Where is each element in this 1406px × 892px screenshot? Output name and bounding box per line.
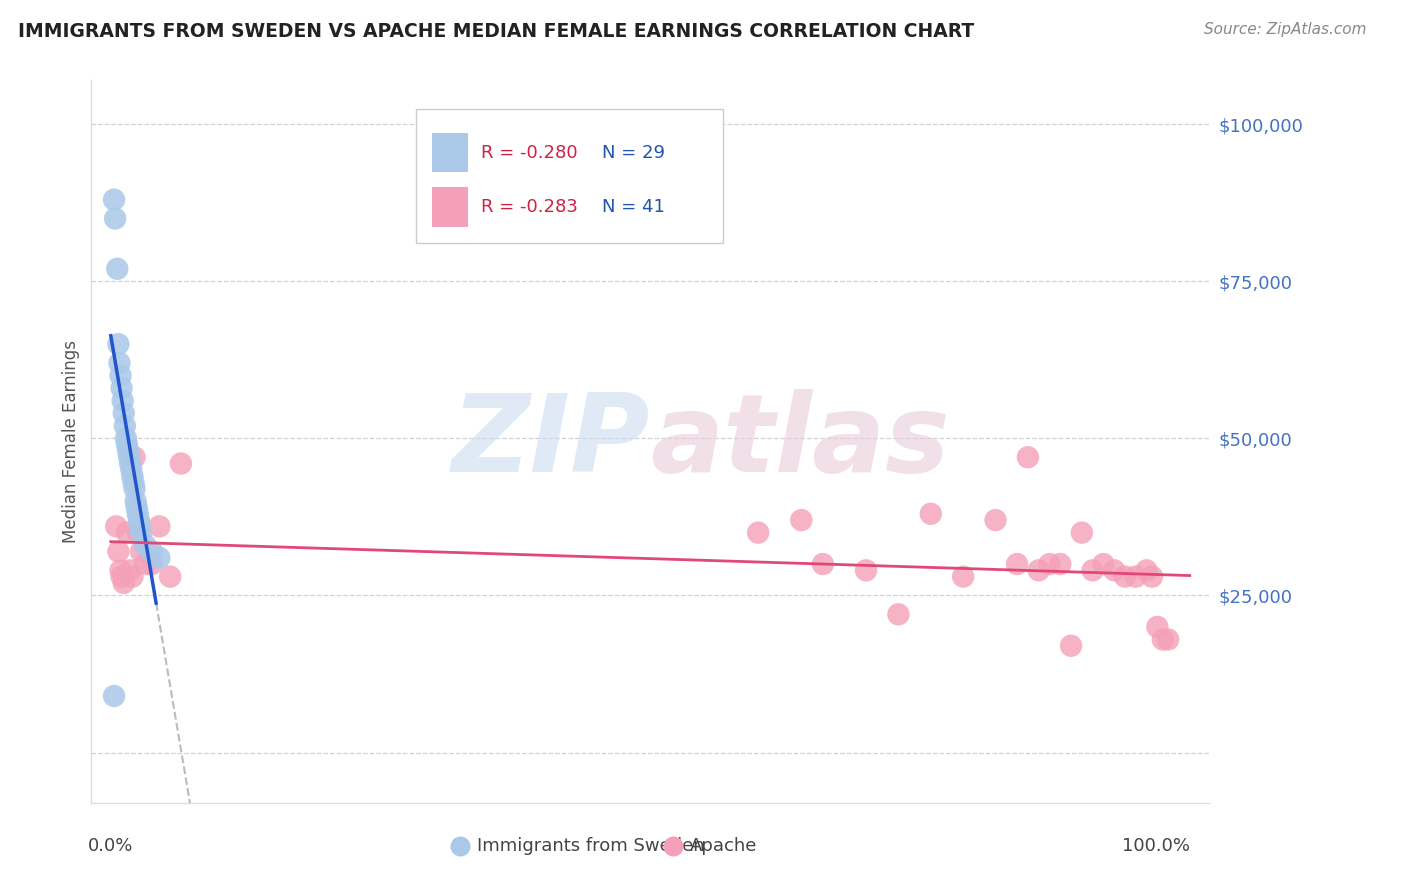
Point xyxy=(121,569,143,583)
Point xyxy=(115,438,138,452)
Point xyxy=(110,381,132,395)
Point xyxy=(1005,557,1028,571)
Point xyxy=(105,261,128,276)
Point xyxy=(920,507,942,521)
Text: Apache: Apache xyxy=(689,838,756,855)
FancyBboxPatch shape xyxy=(432,133,468,172)
Point xyxy=(103,193,125,207)
Point xyxy=(124,494,146,508)
Point xyxy=(134,538,156,552)
Point xyxy=(110,569,132,583)
Text: ZIP: ZIP xyxy=(451,389,650,494)
Point xyxy=(120,563,142,577)
Point xyxy=(134,557,156,571)
Point xyxy=(129,519,152,533)
Point xyxy=(118,450,141,465)
Point xyxy=(112,406,135,420)
Point xyxy=(159,569,181,583)
Point xyxy=(111,393,134,408)
Point xyxy=(120,463,142,477)
Point xyxy=(1114,569,1136,583)
Point xyxy=(1157,632,1180,647)
Point xyxy=(127,525,149,540)
Point xyxy=(124,450,146,465)
Point xyxy=(108,356,131,370)
FancyBboxPatch shape xyxy=(432,186,468,227)
Point xyxy=(127,507,149,521)
Point xyxy=(120,457,142,471)
Point xyxy=(456,746,478,760)
Point xyxy=(1070,525,1092,540)
Text: 0.0%: 0.0% xyxy=(89,838,134,855)
Point xyxy=(1049,557,1071,571)
Point xyxy=(1092,557,1115,571)
Point xyxy=(661,746,683,760)
Text: Source: ZipAtlas.com: Source: ZipAtlas.com xyxy=(1204,22,1367,37)
Point xyxy=(1135,563,1157,577)
Text: Immigrants from Sweden: Immigrants from Sweden xyxy=(477,838,704,855)
Point xyxy=(1081,563,1104,577)
Text: 100.0%: 100.0% xyxy=(1122,838,1189,855)
Point xyxy=(110,368,132,383)
Point xyxy=(747,525,769,540)
Point xyxy=(115,431,138,445)
Point xyxy=(952,569,974,583)
Point xyxy=(115,525,138,540)
Point xyxy=(148,519,170,533)
Point xyxy=(128,513,150,527)
Point xyxy=(122,475,145,490)
Point xyxy=(1140,569,1163,583)
Point xyxy=(148,550,170,565)
Point xyxy=(112,575,135,590)
Point xyxy=(117,444,139,458)
Point xyxy=(811,557,834,571)
Text: atlas: atlas xyxy=(650,389,950,494)
Point xyxy=(141,544,163,558)
Point xyxy=(790,513,813,527)
Point xyxy=(129,525,152,540)
Text: IMMIGRANTS FROM SWEDEN VS APACHE MEDIAN FEMALE EARNINGS CORRELATION CHART: IMMIGRANTS FROM SWEDEN VS APACHE MEDIAN … xyxy=(18,22,974,41)
Point xyxy=(107,544,129,558)
Text: R = -0.283: R = -0.283 xyxy=(481,198,578,216)
Point xyxy=(114,418,136,433)
Point xyxy=(1038,557,1060,571)
Point xyxy=(107,337,129,351)
Point xyxy=(855,563,877,577)
Point xyxy=(1146,620,1168,634)
Point xyxy=(124,482,146,496)
Point xyxy=(103,689,125,703)
Point xyxy=(129,544,152,558)
Point xyxy=(110,563,132,577)
Point xyxy=(887,607,910,622)
Point xyxy=(125,500,148,515)
Point xyxy=(1028,563,1050,577)
Point xyxy=(1060,639,1083,653)
FancyBboxPatch shape xyxy=(416,109,723,243)
Text: N = 41: N = 41 xyxy=(602,198,665,216)
Point xyxy=(1017,450,1039,465)
Point xyxy=(1102,563,1125,577)
Point xyxy=(104,211,127,226)
Point xyxy=(1125,569,1147,583)
Point xyxy=(170,457,193,471)
Y-axis label: Median Female Earnings: Median Female Earnings xyxy=(62,340,80,543)
Text: N = 29: N = 29 xyxy=(602,144,665,161)
Text: R = -0.280: R = -0.280 xyxy=(481,144,578,161)
Point xyxy=(121,469,143,483)
Point xyxy=(1152,632,1174,647)
Point xyxy=(141,557,163,571)
Point xyxy=(984,513,1007,527)
Point xyxy=(105,519,128,533)
